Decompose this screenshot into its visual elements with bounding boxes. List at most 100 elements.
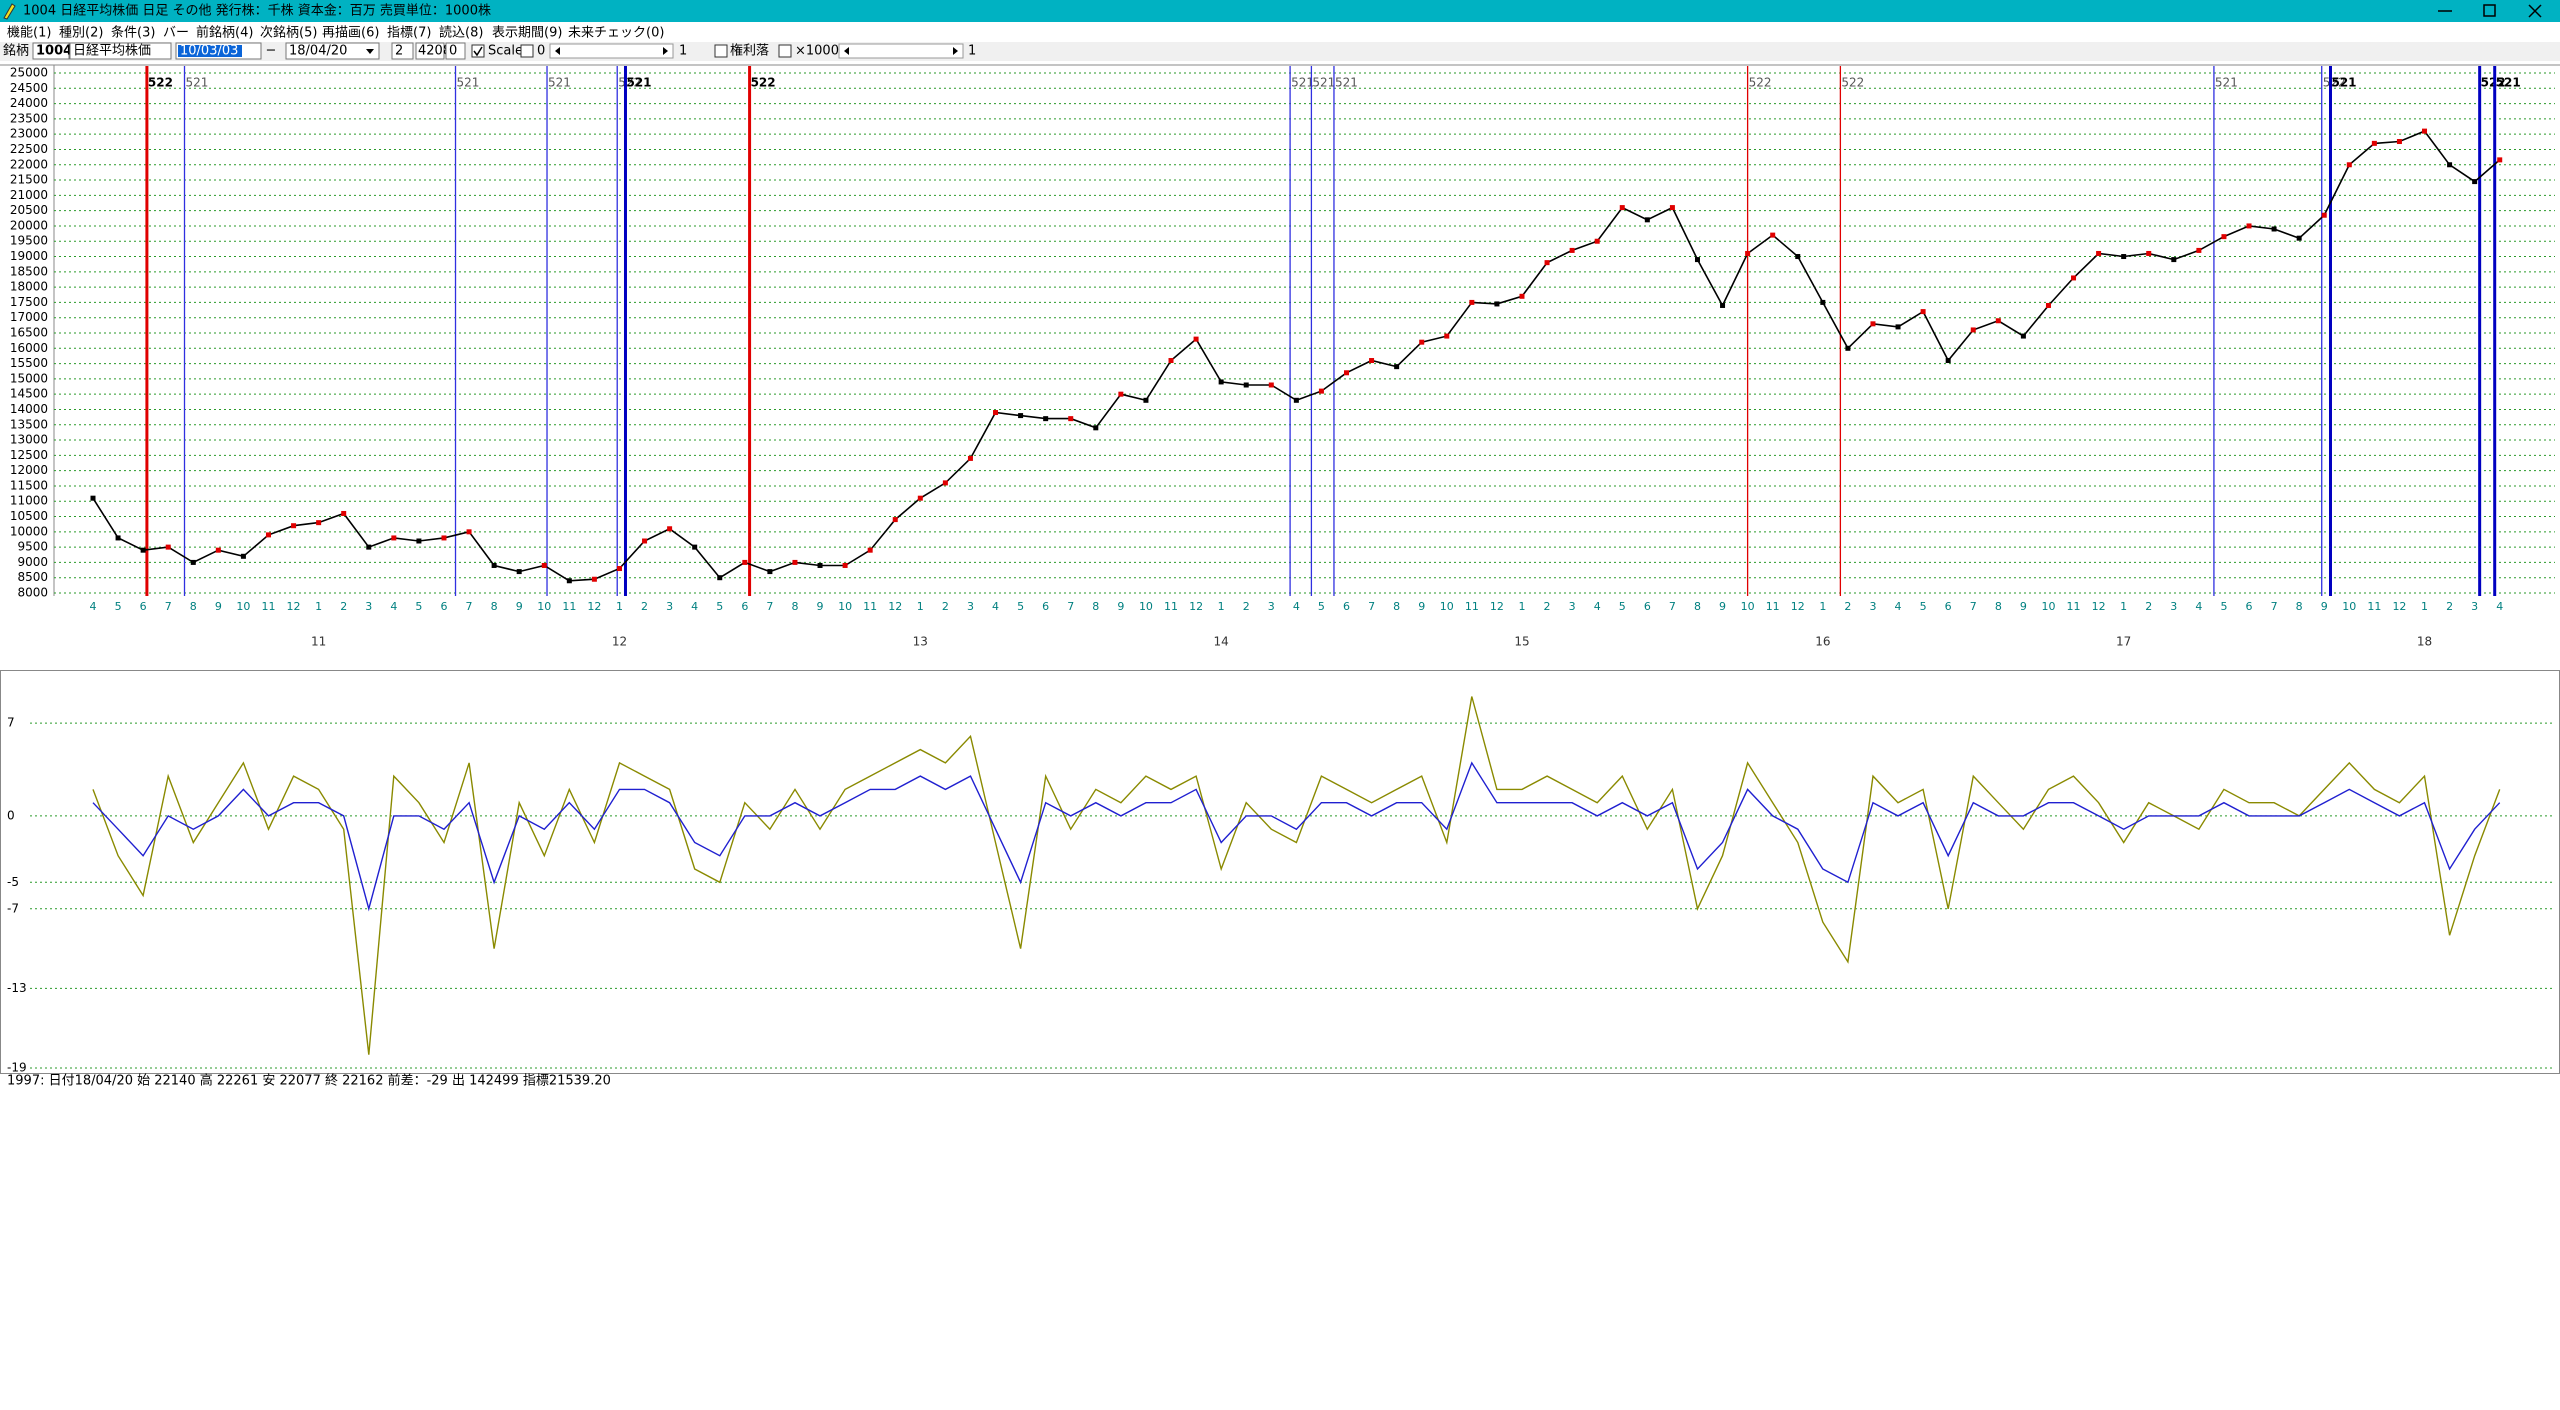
x-tick-label: 12 — [2392, 600, 2406, 613]
date-separator: ─ — [266, 44, 275, 59]
to-date-box[interactable] — [285, 42, 380, 60]
signal-label: 522 — [618, 76, 641, 90]
menu-item[interactable]: 未来チェック(0) — [568, 26, 664, 41]
y-tick-label: 25000 — [10, 66, 48, 80]
price-point — [2020, 333, 2026, 339]
x-tick-label: 5 — [1619, 600, 1626, 613]
x-tick-label: 2 — [942, 600, 949, 613]
price-point — [1394, 364, 1400, 370]
dropdown-arrow[interactable] — [366, 49, 374, 54]
name-box[interactable] — [69, 42, 172, 60]
menu-item[interactable]: 次銘柄(5) — [260, 25, 317, 41]
price-point — [2447, 162, 2453, 168]
price-point — [1569, 247, 1575, 253]
x-tick-label: 7 — [1970, 600, 1977, 613]
menu-item[interactable]: 表示期間(9) — [492, 26, 562, 41]
price-point — [1644, 217, 1650, 223]
menu-item[interactable]: バー — [163, 26, 189, 41]
y-tick-label: 10000 — [10, 524, 48, 538]
x-tick-label: 10 — [1139, 600, 1153, 613]
price-point — [316, 520, 322, 526]
signal-label: 522 — [2481, 76, 2506, 90]
y-tick-label: 10500 — [10, 509, 48, 523]
price-point — [2346, 162, 2352, 168]
menu-item[interactable]: 再描画(6) — [322, 26, 379, 41]
signal-label: 522 — [1749, 76, 1772, 90]
price-point — [1519, 293, 1525, 299]
x-tick-label: 1 — [1218, 600, 1225, 613]
year-label: 11 — [311, 635, 326, 649]
maximize-button[interactable] — [2483, 4, 2496, 17]
year-label: 14 — [1214, 635, 1229, 649]
price-point — [1344, 370, 1349, 376]
field-box[interactable] — [445, 42, 466, 60]
price-point — [1895, 324, 1901, 330]
x-tick-label: 6 — [2246, 600, 2253, 613]
scrollbar[interactable] — [838, 43, 964, 59]
menu-item[interactable]: 前銘柄(4) — [196, 25, 253, 41]
menu-item[interactable]: 種別(2) — [59, 25, 103, 41]
y-tick-label: 19000 — [10, 249, 48, 263]
x-tick-label: 9 — [2020, 600, 2027, 613]
scroll-value: 1 — [968, 44, 976, 59]
x-tick-label: 2 — [2446, 600, 2453, 613]
price-point — [1494, 301, 1500, 307]
signal-label: 522 — [2323, 76, 2346, 90]
x-tick-label: 11 — [562, 600, 576, 613]
checkbox[interactable] — [520, 44, 534, 58]
price-point — [1594, 238, 1600, 244]
y-tick-label: -13 — [7, 981, 27, 995]
menu-item[interactable]: 指標(7) — [387, 26, 431, 41]
x-tick-label: 10 — [2041, 600, 2055, 613]
price-point — [1870, 321, 1876, 327]
y-tick-label: 17500 — [10, 295, 48, 309]
menu-item[interactable]: 機能(1) — [7, 26, 51, 41]
x-tick-label: 9 — [1117, 600, 1124, 613]
code-box[interactable] — [32, 42, 70, 60]
signal-label: 522 — [751, 76, 776, 90]
field-box[interactable] — [391, 42, 414, 60]
checkbox[interactable] — [471, 44, 485, 58]
scrollbar[interactable] — [549, 43, 674, 59]
y-tick-label: 15000 — [10, 371, 48, 385]
price-point — [667, 526, 673, 532]
price-point — [1068, 416, 1074, 422]
price-point — [967, 455, 973, 461]
to-date: 18/04/20 — [289, 44, 347, 59]
price-point — [1168, 358, 1174, 364]
close-button[interactable] — [2528, 4, 2542, 18]
x-tick-label: 12 — [888, 600, 902, 613]
x-tick-label: 1 — [2421, 600, 2428, 613]
price-point — [717, 575, 723, 581]
x-tick-label: 10 — [838, 600, 852, 613]
x-tick-label: 11 — [261, 600, 275, 613]
signal-label: 521 — [1335, 76, 1358, 90]
y-tick-label: 23000 — [10, 127, 48, 141]
price-point — [1469, 299, 1475, 305]
x-tick-label: 11 — [863, 600, 877, 613]
app-icon — [3, 3, 16, 20]
x-tick-label: 6 — [1644, 600, 1651, 613]
y-tick-label: 20000 — [10, 218, 48, 232]
x-tick-label: 12 — [2092, 600, 2106, 613]
checkbox[interactable] — [778, 44, 792, 58]
price-point — [767, 569, 773, 575]
price-point — [115, 535, 121, 541]
y-tick-label: 22500 — [10, 142, 48, 156]
checkbox-label: ×1000 — [795, 44, 839, 59]
x-tick-label: 11 — [1465, 600, 1479, 613]
menu-item[interactable]: 読込(8) — [439, 25, 483, 41]
x-tick-label: 7 — [1368, 600, 1375, 613]
x-tick-label: 8 — [1995, 600, 2002, 613]
price-point — [1293, 397, 1299, 403]
y-tick-label: 17000 — [10, 310, 48, 324]
price-point — [90, 495, 96, 501]
x-tick-label: 5 — [1318, 600, 1325, 613]
from-date: 10/03/03 — [180, 44, 238, 59]
menu-item[interactable]: 条件(3) — [111, 25, 155, 41]
checkbox[interactable] — [714, 44, 728, 58]
x-tick-label: 6 — [140, 600, 147, 613]
field-box[interactable] — [415, 42, 445, 60]
price-point — [1720, 302, 1726, 308]
signal-label: 522 — [1841, 76, 1864, 90]
